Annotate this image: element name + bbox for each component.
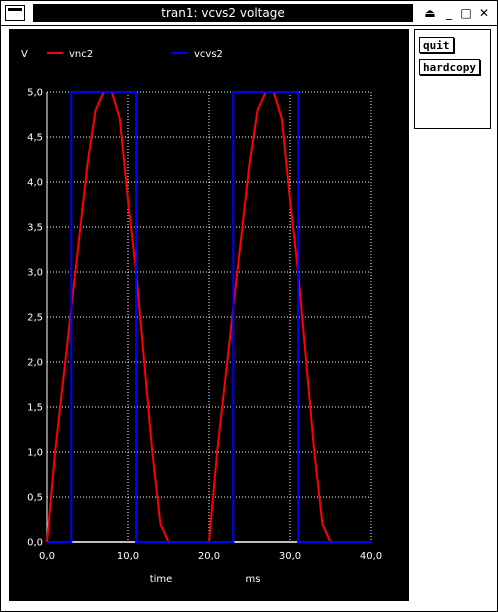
labels: 0,0 10,0 20,0 30,0 40,0 0,0 0,5 1,0 1,5 2,0 2,5 3,0… <box>21 49 382 585</box>
series-line-vcvs2 <box>47 91 371 543</box>
x-axis-unit: ms <box>246 574 261 585</box>
shade-icon[interactable]: ⏏ <box>424 6 436 20</box>
close-icon[interactable]: ✕ <box>478 6 490 20</box>
x-tick-label: 30,0 <box>279 551 301 562</box>
series-layer <box>46 91 371 543</box>
x-tick-label: 20,0 <box>198 551 220 562</box>
y-tick-label: 3,5 <box>27 223 43 234</box>
grid <box>46 91 372 543</box>
window-title[interactable]: tran1: vcvs2 voltage <box>33 4 413 22</box>
legend-label-vcvs2: vcvs2 <box>194 49 223 60</box>
x-tick-label: 10,0 <box>117 551 139 562</box>
y-tick-label: 4,0 <box>27 178 43 189</box>
y-tick-label: 0,0 <box>27 538 43 549</box>
x-axis-label: time <box>150 574 173 585</box>
y-tick-label: 3,0 <box>27 268 43 279</box>
command-panel: quit hardcopy <box>414 29 491 129</box>
maximize-icon[interactable]: □ <box>460 6 472 20</box>
window-menu-icon[interactable] <box>5 5 25 21</box>
y-tick-label: 2,5 <box>27 313 43 324</box>
title-bar[interactable]: tran1: vcvs2 voltage ⏏ _ □ ✕ <box>1 1 497 26</box>
quit-button[interactable]: quit <box>419 37 454 53</box>
waveform-chart[interactable]: 0,0 10,0 20,0 30,0 40,0 0,0 0,5 1,0 1,5 2,0 2,5 3,0… <box>9 29 409 601</box>
plot-area[interactable]: 0,0 10,0 20,0 30,0 40,0 0,0 0,5 1,0 1,5 2,0 2,5 3,0… <box>9 29 409 601</box>
y-tick-label: 2,0 <box>27 358 43 369</box>
y-tick-label: 4,5 <box>27 133 43 144</box>
y-tick-label: 5,0 <box>27 88 43 99</box>
y-tick-label: 1,5 <box>27 403 43 414</box>
y-tick-label: 1,0 <box>27 448 43 459</box>
minimize-icon[interactable]: _ <box>446 6 452 20</box>
y-axis-label: V <box>21 49 28 60</box>
x-tick-label: 0,0 <box>39 551 55 562</box>
x-tick-label: 40,0 <box>360 551 382 562</box>
y-tick-label: 0,5 <box>27 493 43 504</box>
hardcopy-button[interactable]: hardcopy <box>419 59 480 75</box>
legend-label-vnc2: vnc2 <box>69 49 93 60</box>
